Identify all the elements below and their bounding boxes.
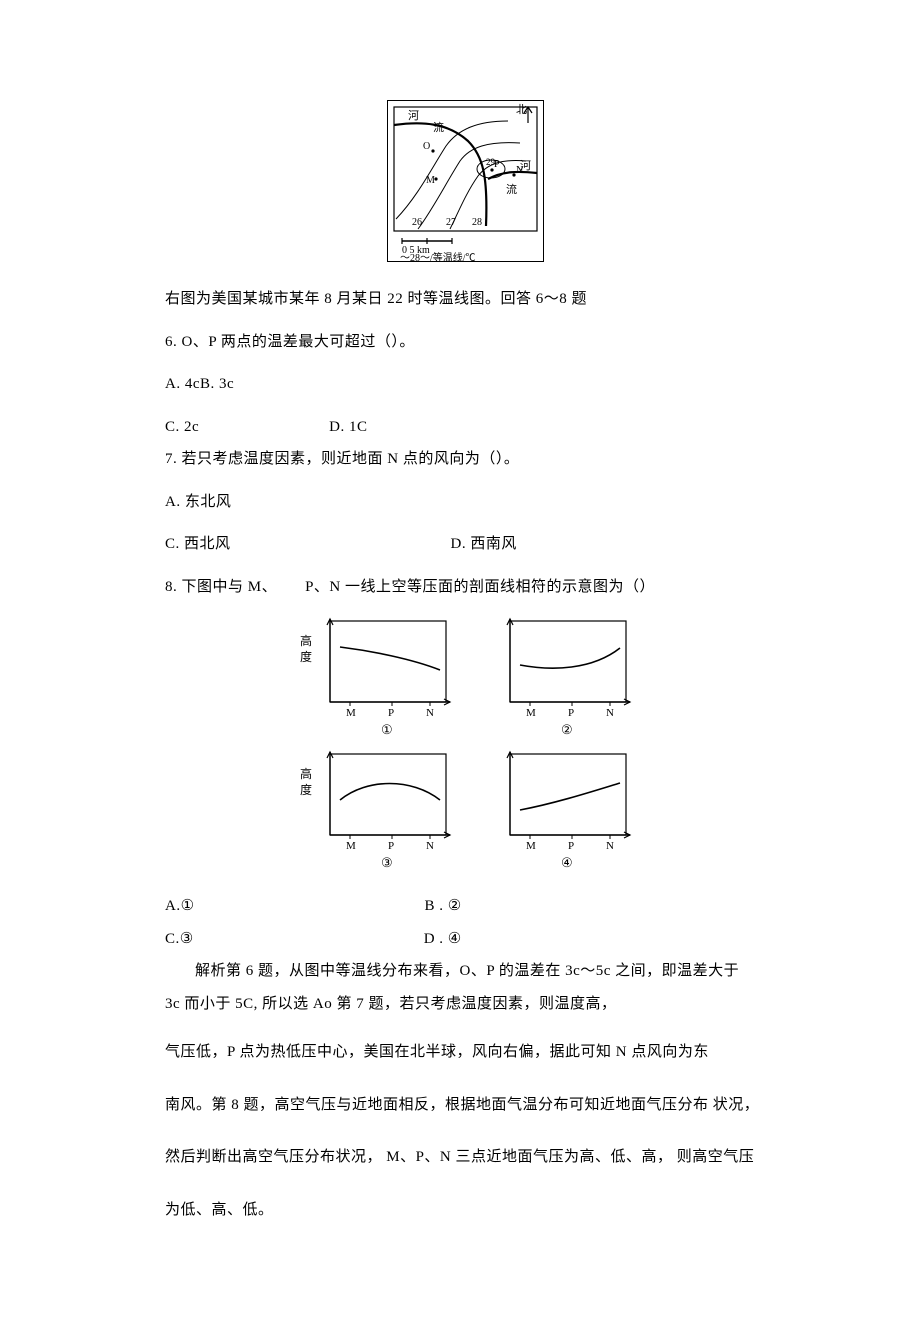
q8-stem-a: 8. 下图中与 M、 — [165, 573, 277, 602]
point-N: N — [516, 165, 523, 176]
document-page: 北 河 流 河 流 26 27 28 29 — [0, 0, 920, 1338]
svg-text:P: P — [388, 840, 394, 852]
svg-text:①: ① — [381, 722, 393, 737]
analysis-p1b: 3c 而小于 5C, 所以选 Ao 第 7 题，若只考虑温度因素，则温度高， — [165, 990, 765, 1019]
river-label-1: 河 — [408, 109, 419, 122]
q8-opts-ab: A.① B . ② — [165, 892, 765, 921]
q6-optB: B. 3c — [200, 376, 234, 392]
q7-optA: A. 东北风 — [165, 488, 765, 517]
svg-text:P: P — [568, 707, 574, 719]
flow-label-1: 流 — [433, 120, 444, 134]
contour-27: 27 — [446, 217, 456, 228]
q7-opts-cd: C. 西北风 D. 西南风 — [165, 530, 765, 559]
svg-text:N: N — [606, 840, 614, 852]
flow-label-2: 流 — [506, 182, 517, 196]
q6-stem: 6. O、P 两点的温差最大可超过（）。 — [165, 328, 765, 357]
q8-stem: 8. 下图中与 M、 P、N 一线上空等压面的剖面线相符的示意图为（） — [165, 573, 765, 602]
intro-text: 右图为美国某城市某年 8 月某日 22 时等温线图。回答 6〜8 题 — [165, 285, 765, 314]
svg-text:高: 高 — [300, 766, 312, 781]
q6-optD: D. 1C — [329, 413, 367, 442]
analysis-p4: 然后判断出高空气压分布状况， M、P、N 三点近地面气压为高、低、高， 则高空气… — [165, 1143, 765, 1172]
map-svg: 北 河 流 河 流 26 27 28 29 — [388, 101, 543, 261]
point-P: P — [494, 159, 500, 170]
svg-text:M: M — [346, 707, 356, 719]
svg-text:④: ④ — [561, 855, 573, 870]
svg-text:N: N — [606, 707, 614, 719]
panels-svg: 高度MPN①MPN②高度MPN③MPN④ — [298, 615, 632, 875]
analysis-p3: 南风。第 8 题，高空气压与近地面相反，根据地面气温分布可知近地面气压分布 状况… — [165, 1091, 765, 1120]
q6-opts-ab: A. 4cB. 3c — [165, 370, 765, 399]
svg-text:度: 度 — [300, 782, 312, 797]
q8-optD: D . ④ — [424, 925, 462, 954]
contour-26: 26 — [412, 217, 422, 228]
isotherm-map-figure: 北 河 流 河 流 26 27 28 29 — [387, 100, 544, 262]
q7-stem: 7. 若只考虑温度因素，则近地面 N 点的风向为（）。 — [165, 445, 765, 474]
svg-text:N: N — [426, 840, 434, 852]
svg-text:P: P — [388, 707, 394, 719]
point-O: O — [423, 141, 430, 152]
q7-optD: D. 西南风 — [451, 530, 517, 559]
svg-text:P: P — [568, 840, 574, 852]
q8-optA: A.① — [165, 892, 195, 921]
legend-text: 〜28〜/等温线/℃ — [400, 251, 476, 261]
svg-text:N: N — [426, 707, 434, 719]
svg-text:M: M — [526, 707, 536, 719]
q8-stem-b: P、N 一线上空等压面的剖面线相符的示意图为（） — [305, 573, 655, 602]
point-M: M — [426, 175, 435, 186]
svg-text:高: 高 — [300, 633, 312, 648]
svg-text:度: 度 — [300, 649, 312, 664]
q6-opts-cd: C. 2c D. 1C — [165, 413, 765, 442]
q7-optC: C. 西北风 — [165, 530, 231, 559]
svg-text:M: M — [526, 840, 536, 852]
north-label: 北 — [516, 103, 527, 116]
q6-optA: A. 4c — [165, 376, 200, 392]
contour-28: 28 — [472, 217, 482, 228]
svg-text:M: M — [346, 840, 356, 852]
q8-opts-cd: C.③ D . ④ — [165, 925, 765, 954]
isobaric-panels: 高度MPN①MPN②高度MPN③MPN④ — [165, 615, 765, 880]
map-figure-container: 北 河 流 河 流 26 27 28 29 — [165, 100, 765, 267]
q6-optC: C. 2c — [165, 413, 199, 442]
analysis-p1a: 解析第 6 题，从图中等温线分布来看，O、P 的温差在 3c〜5c 之间，即温差… — [165, 957, 765, 986]
analysis-p2: 气压低，P 点为热低压中心，美国在北半球，风向右偏，据此可知 N 点风向为东 — [165, 1038, 765, 1067]
q8-optC: C.③ — [165, 925, 194, 954]
analysis-p5: 为低、高、低。 — [165, 1196, 765, 1225]
svg-text:②: ② — [561, 722, 573, 737]
svg-text:③: ③ — [381, 855, 393, 870]
q8-optB: B . ② — [425, 892, 462, 921]
